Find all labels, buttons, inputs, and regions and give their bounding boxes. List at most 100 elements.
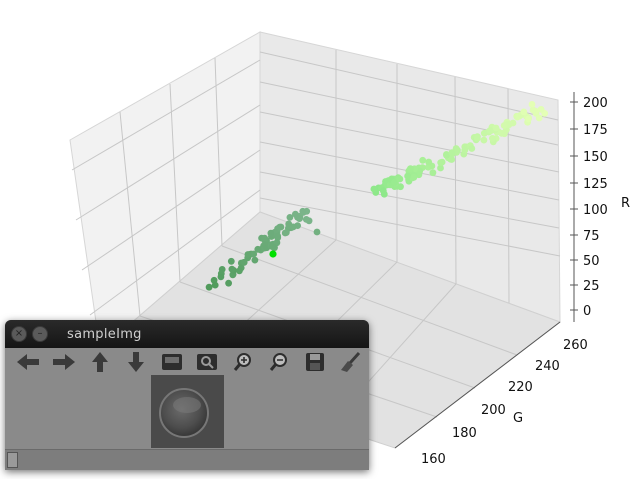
data-point <box>254 245 262 253</box>
data-point <box>525 115 532 123</box>
g-tick-label: 200 <box>481 403 506 418</box>
g-tick-label: 180 <box>452 426 477 441</box>
minimize-button[interactable]: – <box>32 326 48 342</box>
data-point <box>437 164 444 172</box>
properties-icon <box>341 351 361 372</box>
data-point <box>473 134 481 142</box>
r-tick-label: 175 <box>583 123 608 138</box>
close-button[interactable]: × <box>11 326 27 342</box>
data-point <box>443 151 450 159</box>
data-point <box>396 175 404 183</box>
data-point <box>429 169 437 177</box>
zoom-pixel-button[interactable] <box>190 349 226 375</box>
r-tick-label: 125 <box>583 177 608 192</box>
data-point <box>240 259 248 266</box>
data-point <box>486 127 494 134</box>
data-point <box>289 223 297 231</box>
pan-up-button[interactable] <box>82 349 118 375</box>
data-point <box>299 207 307 215</box>
g-tick-label: 260 <box>563 338 588 353</box>
window-titlebar[interactable]: × – sampleImg <box>5 320 369 348</box>
data-point <box>500 122 508 129</box>
data-point <box>276 223 284 231</box>
data-point <box>509 119 517 127</box>
g-tick-label: 160 <box>421 452 446 467</box>
data-point <box>419 156 427 164</box>
pan-left-icon <box>16 354 39 370</box>
data-point <box>228 265 236 273</box>
zoom-in-button[interactable] <box>225 349 261 375</box>
g-tick-label: 240 <box>535 359 560 374</box>
zoom-out-icon <box>270 353 288 371</box>
data-point <box>268 243 276 251</box>
data-point <box>250 250 258 258</box>
g-axis <box>394 321 561 449</box>
data-point <box>225 279 233 287</box>
r-axis <box>570 92 578 322</box>
data-point <box>529 106 537 114</box>
data-point <box>244 251 252 258</box>
data-point <box>227 257 235 265</box>
data-point <box>468 145 476 152</box>
data-point <box>205 283 213 291</box>
r-tick-label: 0 <box>583 304 591 319</box>
data-point <box>528 101 536 108</box>
data-point <box>218 266 226 273</box>
resize-grip[interactable] <box>7 452 18 468</box>
data-point <box>292 210 299 218</box>
r-tick-label: 25 <box>583 279 600 294</box>
data-point <box>274 232 282 240</box>
highlighted-point <box>269 250 277 258</box>
data-point <box>267 229 275 237</box>
data-point <box>407 165 414 173</box>
pan-up-icon <box>91 352 108 372</box>
r-axis-label: R <box>621 196 630 211</box>
data-point <box>492 124 500 132</box>
sample-image-window[interactable]: × – sampleImg <box>5 320 369 470</box>
g-axis-label: G <box>513 411 523 426</box>
zoom-out-button[interactable] <box>261 349 297 375</box>
pan-right-button[interactable] <box>46 349 82 375</box>
window-title: sampleImg <box>67 326 142 342</box>
zoom-pixel-icon <box>197 354 218 370</box>
data-point <box>520 108 528 116</box>
data-point <box>501 130 508 138</box>
pan-down-button[interactable] <box>118 349 154 375</box>
r-tick-label: 200 <box>583 96 608 111</box>
g-tick-label: 220 <box>508 380 533 395</box>
data-point <box>251 256 259 264</box>
zoom-fit-button[interactable] <box>154 349 190 375</box>
r-tick-label: 50 <box>583 254 600 269</box>
r-tick-label: 75 <box>583 229 600 244</box>
sample-image[interactable] <box>151 375 224 448</box>
data-point <box>438 158 446 166</box>
data-point <box>370 185 378 193</box>
data-point <box>296 215 304 222</box>
data-point <box>313 228 321 236</box>
data-point <box>217 273 225 281</box>
minimize-icon: – <box>37 328 43 339</box>
data-point <box>461 146 469 154</box>
r-tick-label: 150 <box>583 150 608 165</box>
zoom-in-icon <box>234 353 252 371</box>
data-point <box>260 236 268 243</box>
data-point <box>380 190 388 198</box>
pan-right-icon <box>52 354 75 370</box>
data-point <box>282 229 290 237</box>
data-point <box>537 106 545 113</box>
status-bar <box>5 449 369 470</box>
data-point <box>410 173 418 181</box>
r-tick-labels: 0 25 50 75 100 125 150 175 200 <box>583 96 608 319</box>
data-point <box>236 267 243 275</box>
data-point <box>404 172 411 180</box>
zoom-fit-icon <box>161 354 182 370</box>
data-point <box>211 281 219 289</box>
data-point <box>535 114 543 122</box>
data-point <box>480 136 488 144</box>
data-point <box>302 216 310 223</box>
properties-button[interactable] <box>333 349 369 375</box>
window-toolbar <box>5 348 369 376</box>
pan-left-button[interactable] <box>10 349 46 375</box>
save-button[interactable] <box>297 349 333 375</box>
